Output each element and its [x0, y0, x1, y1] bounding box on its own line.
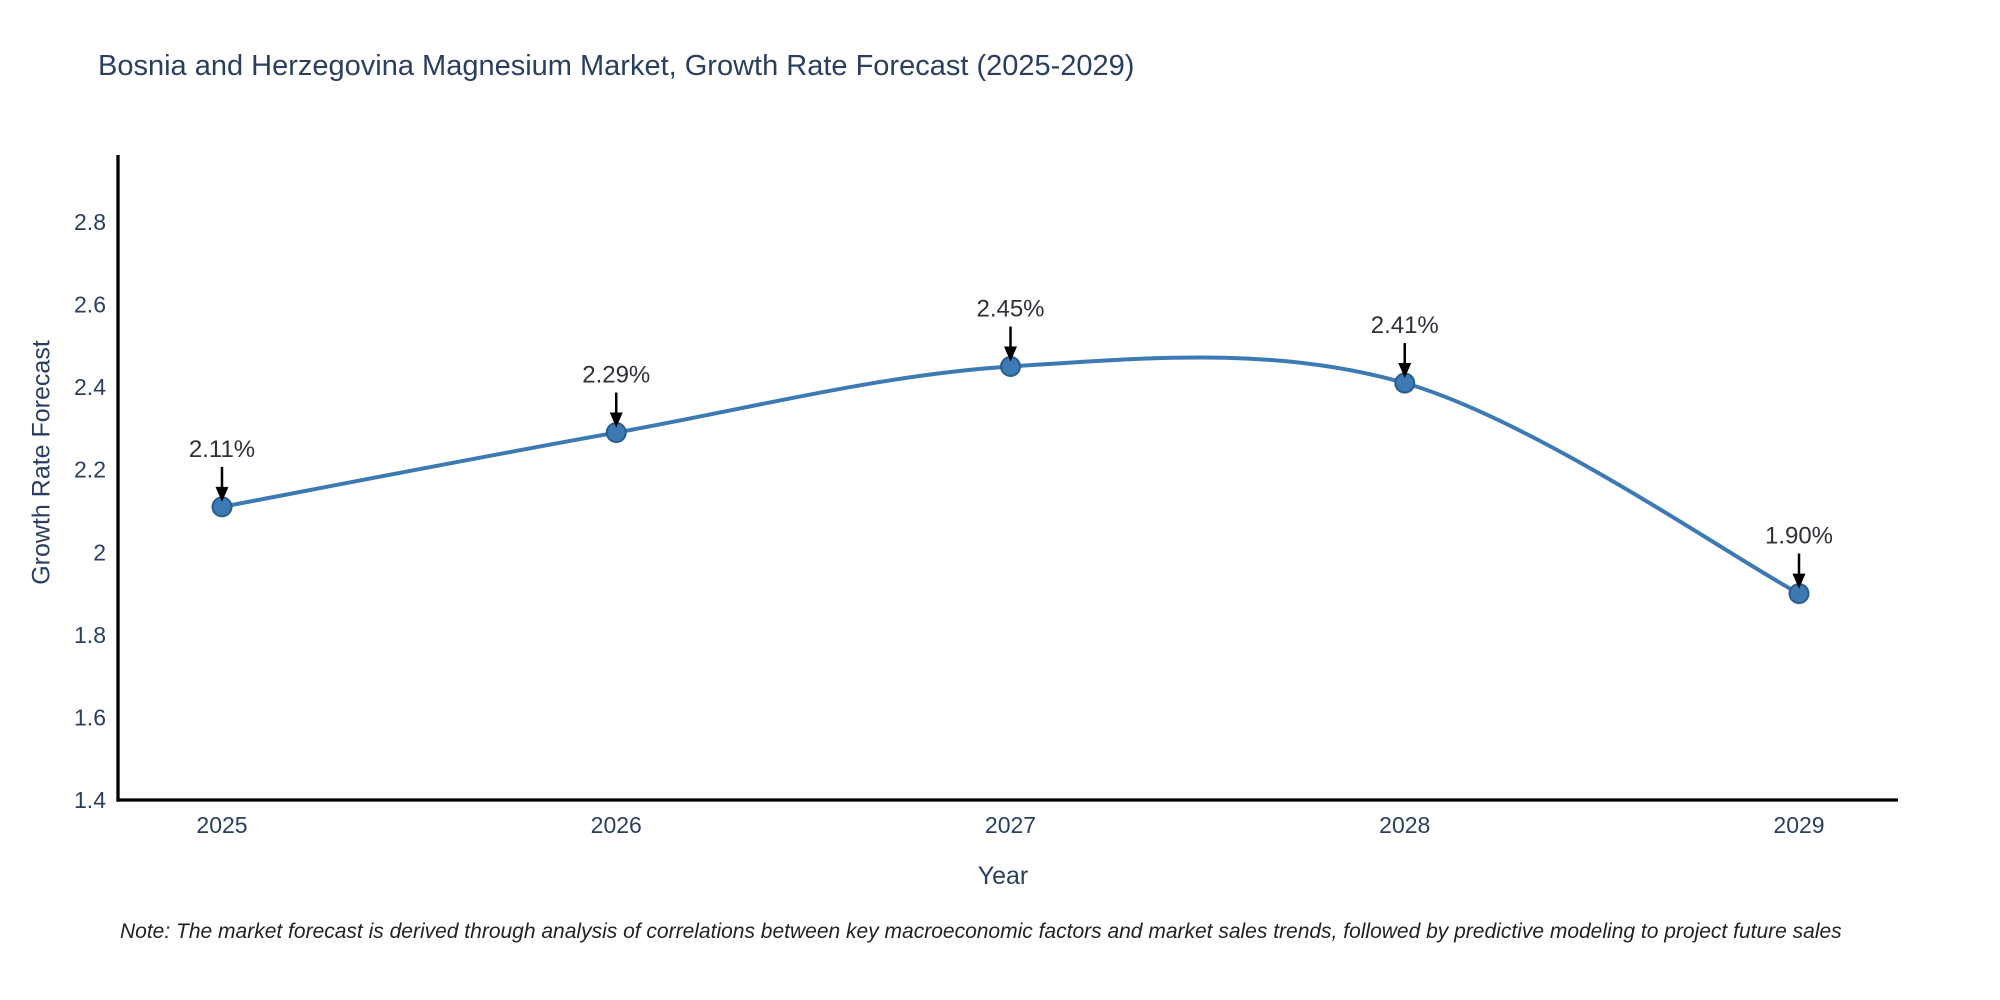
chart-title: Bosnia and Herzegovina Magnesium Market,…	[98, 50, 1135, 82]
x-tick-label: 2026	[591, 812, 642, 838]
y-axis-title: Growth Rate Forecast	[27, 340, 56, 585]
annotation-arrowhead-icon	[215, 486, 229, 502]
y-tick-label: 1.4	[74, 787, 106, 813]
annotation-arrowhead-icon	[1792, 573, 1806, 589]
annotation-arrowhead-icon	[609, 412, 623, 428]
data-point-label: 1.90%	[1765, 523, 1833, 550]
data-point-label: 2.45%	[976, 296, 1044, 323]
y-tick-label: 2	[93, 539, 106, 565]
x-tick-label: 2025	[196, 812, 247, 838]
data-point-label: 2.41%	[1371, 312, 1439, 339]
footnote: Note: The market forecast is derived thr…	[120, 920, 1842, 943]
data-point-label: 2.29%	[582, 362, 650, 389]
x-tick-label: 2029	[1773, 812, 1824, 838]
y-tick-label: 2.8	[74, 209, 106, 235]
x-tick-label: 2027	[985, 812, 1036, 838]
annotation-arrowhead-icon	[1398, 363, 1412, 379]
data-point-label: 2.11%	[189, 436, 255, 463]
annotation-arrowhead-icon	[1004, 346, 1017, 362]
x-axis-title: Year	[977, 862, 1029, 890]
y-tick-label: 2.6	[74, 292, 106, 318]
y-tick-label: 1.8	[74, 622, 106, 648]
y-tick-label: 2.2	[74, 457, 106, 483]
y-tick-label: 2.4	[74, 374, 106, 400]
x-tick-label: 2028	[1379, 812, 1430, 838]
line-series	[221, 355, 1800, 596]
y-tick-label: 1.6	[74, 704, 106, 730]
